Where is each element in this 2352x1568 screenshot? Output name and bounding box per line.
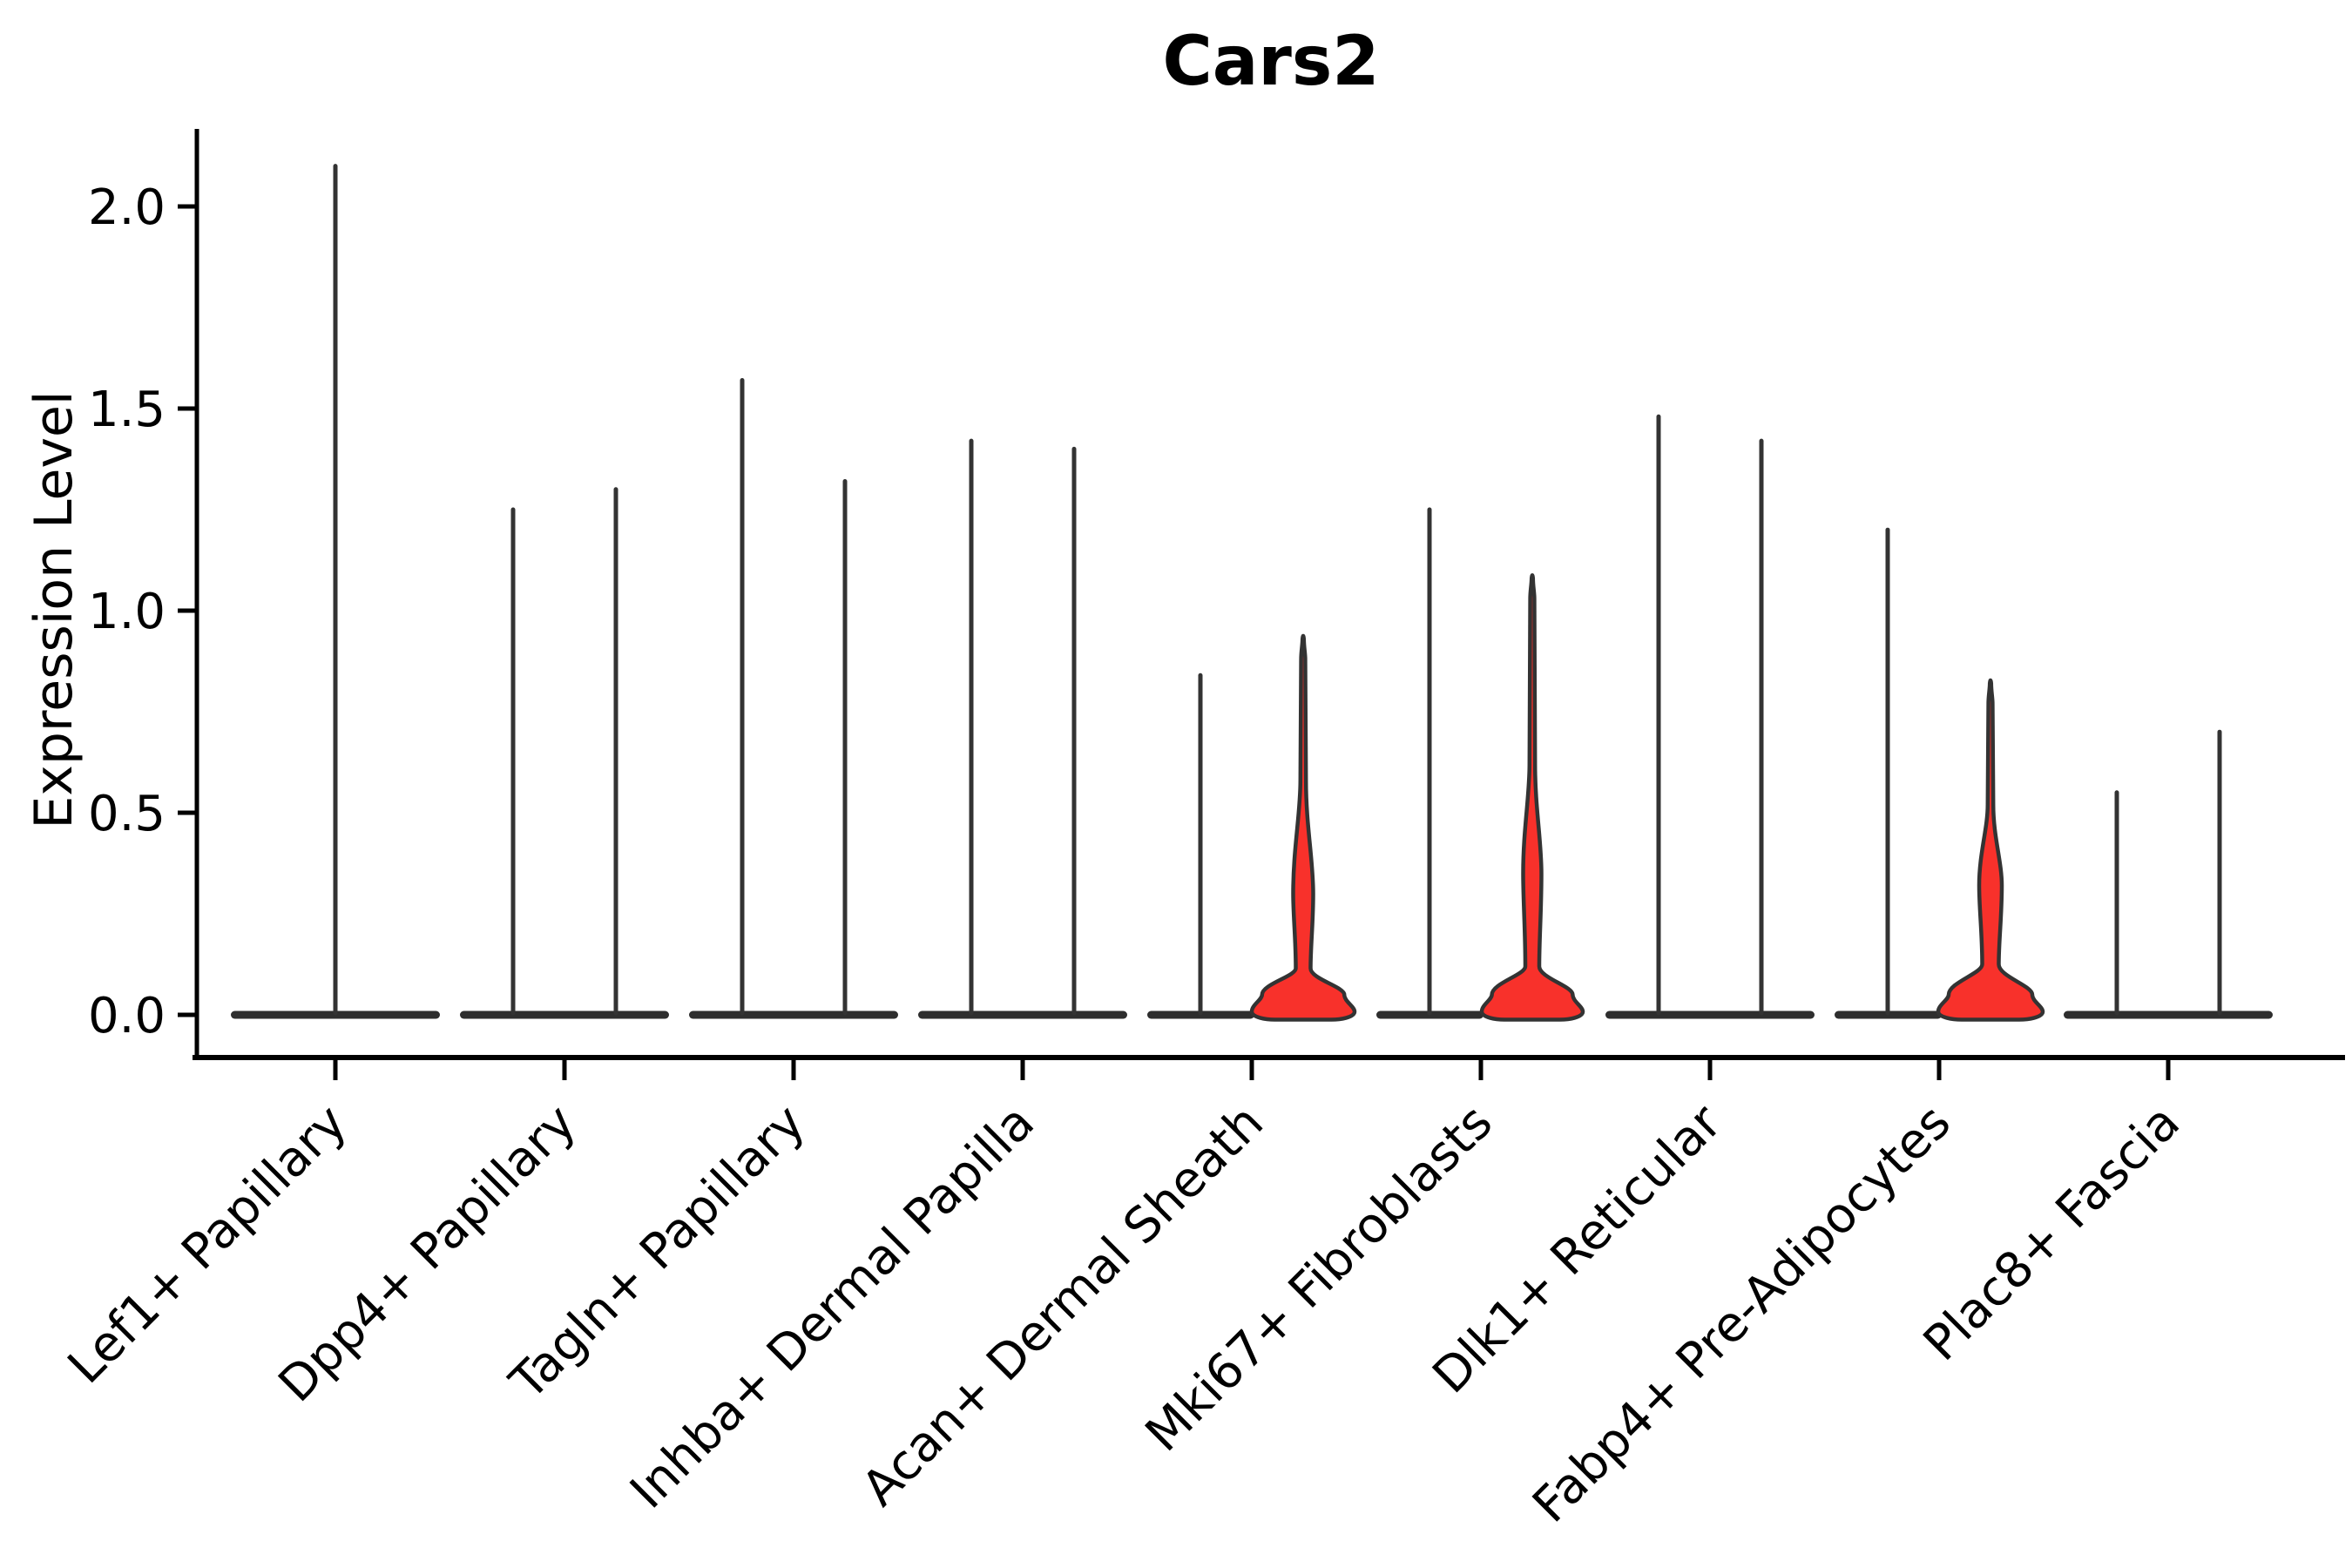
chart-title: Cars2 [1162,23,1380,101]
x-tick-label: Fabp4+ Pre-Adipocytes [1522,1094,1962,1534]
violin-base-bar [460,1010,669,1019]
y-tick-label: 0.5 [88,786,166,842]
violin-filled-5-right [1479,573,1585,1022]
y-tick-label: 0.0 [88,988,166,1044]
violin-base-bar [2064,1010,2273,1019]
violin-base-bar [918,1010,1127,1019]
y-tick-label: 1.5 [88,382,166,438]
violin-base-bar [1605,1010,1815,1019]
y-tick-label: 2.0 [88,179,166,236]
violin-filled-7-right [1936,678,2045,1022]
y-tick-label: 1.0 [88,584,166,640]
x-tick-label: Inhba+ Dermal Papilla [619,1094,1045,1520]
violin-filled-4-right [1249,633,1357,1022]
x-tick-label: Acan+ Dermal Sheath [851,1094,1274,1517]
violin-base-bar [689,1010,898,1019]
